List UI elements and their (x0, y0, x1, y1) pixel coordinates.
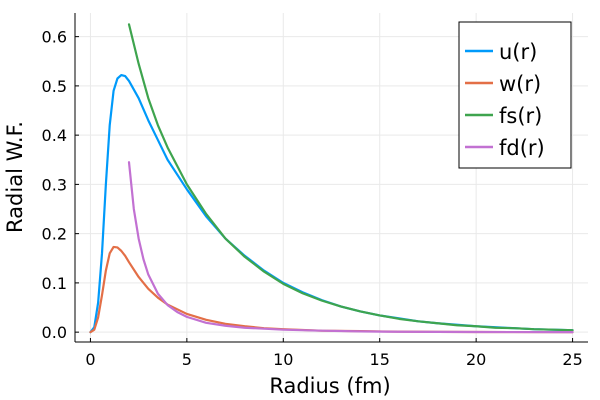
x-tick-label: 10 (273, 350, 293, 369)
y-tick-label: 0.5 (42, 77, 67, 96)
tick-labels: 0 5 10 15 20 25 0.0 0.1 0.2 0.3 0.4 0.5 0.6 (42, 28, 583, 369)
series-line-wr (89, 245, 574, 334)
series-line-fdr (127, 161, 574, 334)
x-tick-label: 20 (466, 350, 486, 369)
y-axis-title: Radial W.F. (3, 121, 27, 233)
axes (74, 13, 588, 343)
x-tick-label: 15 (370, 350, 390, 369)
legend-label: fd(r) (499, 136, 545, 160)
y-tick-label: 0.6 (42, 28, 67, 47)
y-tick-label: 0.0 (42, 323, 67, 342)
x-axis-title: Radius (fm) (269, 374, 390, 398)
x-tick-label: 0 (85, 350, 95, 369)
legend-label: fs(r) (499, 104, 542, 128)
y-tick-label: 0.2 (42, 225, 67, 244)
x-tick-label: 5 (182, 350, 192, 369)
y-tick-label: 0.1 (42, 274, 67, 293)
x-tick-label: 25 (562, 350, 582, 369)
legend: u(r) w(r) fs(r) fd(r) (458, 21, 572, 169)
series-line-fsr (127, 23, 574, 332)
legend-box (458, 21, 572, 169)
y-tick-label: 0.3 (42, 175, 67, 194)
y-tick-label: 0.4 (42, 126, 67, 145)
legend-label: u(r) (499, 40, 537, 64)
legend-label: w(r) (499, 72, 541, 96)
series-lines (89, 23, 574, 334)
